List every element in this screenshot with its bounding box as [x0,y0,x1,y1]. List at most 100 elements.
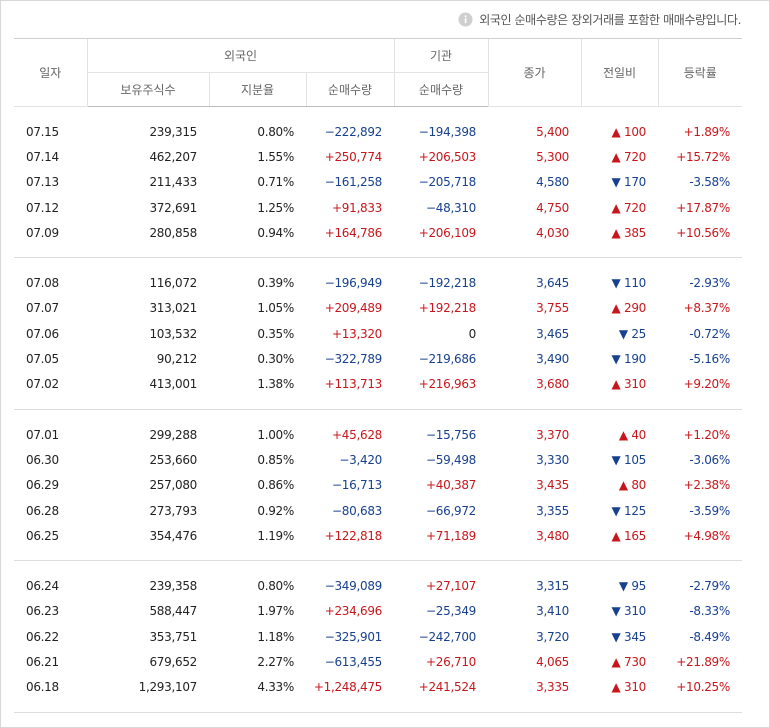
cell: -3.06% [689,452,730,467]
cell: −15,756 [426,427,476,442]
cell: +206,109 [418,225,477,240]
spacer-cell [14,397,742,410]
cell: ▲ 720 [611,200,647,215]
table-header: 일자 외국인 기관 종가 전일비 등락률 보유주식수 지분율 순매수량 순매수량 [14,38,742,107]
cell: +241,524 [418,680,477,695]
cell: 1.25% [257,200,294,215]
spacer-cell [14,561,742,574]
cell: 257,080 [149,478,197,493]
data-row: 06.21 679,652 2.27% −613,455 +26,710 4,065 ▲ 7… [14,649,742,674]
cell: +26,710 [426,654,476,669]
row-group: 07.15 239,315 0.80% −222,892 −194,398 5,400 ▲ … [14,107,742,258]
cell: −161,258 [324,175,383,190]
spacer [14,700,742,713]
spacer [14,245,742,258]
cell: 3,335 [536,680,569,695]
cell: 0.80% [257,124,294,139]
cell: +40,387 [426,478,476,493]
spacer-cell [14,548,742,561]
cell: +1,248,475 [313,680,382,695]
spacer-cell [14,107,742,120]
cell: 2.27% [257,654,294,669]
cell: -2.79% [689,579,730,594]
cell: ▼ 105 [611,452,647,467]
cell: 0.86% [257,478,294,493]
data-row: 07.13 211,433 0.71% −161,258 −205,718 4,580 ▼ … [14,170,742,195]
spacer [14,107,742,120]
cell: +91,833 [332,200,382,215]
cell: −59,498 [426,452,476,467]
data-row: 07.15 239,315 0.80% −222,892 −194,398 5,400 ▲ … [14,119,742,144]
cell: 06.25 [26,528,59,543]
notice: 외국인 순매수량은 장외거래를 포함한 매매수량입니다. [458,10,741,28]
cell: −16,713 [332,478,382,493]
cell: ▲ 40 [618,427,646,442]
cell: ▼ 170 [611,175,647,190]
cell: 1.05% [257,301,294,316]
cell: +234,696 [324,604,383,619]
cell: 06.30 [26,452,59,467]
data-row: 07.12 372,691 1.25% +91,833 −48,310 4,750 ▲ 72… [14,195,742,220]
cell: +206,503 [418,149,477,164]
cell: −196,949 [324,276,383,291]
cell: 06.28 [26,503,59,518]
cell: 0 [468,326,477,341]
data-row: 07.14 462,207 1.55% +250,774 +206,503 5,300 ▲ … [14,144,742,169]
header-cell: 등락률 [657,38,742,107]
data-row: 06.18 1,293,107 4.33% +1,248,475 +241,524 3,3… [14,675,742,700]
cell: 0.80% [257,579,294,594]
cell: +71,189 [426,528,476,543]
cell: ▲ 310 [611,680,647,695]
cell: 4.33% [257,680,294,695]
cell: 1.19% [257,528,294,543]
cell: 1.38% [257,377,294,392]
cell: −66,972 [426,503,476,518]
spacer [14,561,742,574]
cell: 679,652 [149,654,197,669]
data-row: 06.22 353,751 1.18% −325,901 −242,700 3,720 ▼ … [14,624,742,649]
cell: +15.72% [676,149,730,164]
cell: +113,713 [324,377,383,392]
cell: 07.13 [26,175,59,190]
cell: 0.92% [257,503,294,518]
cell: 1.55% [257,149,294,164]
data-row: 06.24 239,358 0.80% −349,089 +27,107 3,315 ▼ 9… [14,573,742,598]
cell: 116,072 [149,276,197,291]
cell: +10.25% [676,680,730,695]
data-row: 07.08 116,072 0.39% −196,949 −192,218 3,645 ▼ … [14,270,742,295]
cell: +2.38% [683,478,731,493]
cell: -2.93% [689,276,730,291]
cell: −219,686 [418,352,477,367]
cell: ▼ 190 [611,352,647,367]
cell: +4.98% [683,528,731,543]
header-cell: 기관 [393,38,488,73]
header-cell: 외국인 [86,38,394,73]
cell: 1.00% [257,427,294,442]
cell: 354,476 [149,528,197,543]
spacer-cell [14,700,742,713]
header-cell: 지분율 [208,72,306,107]
cell: 4,065 [536,654,569,669]
cell: +192,218 [418,301,477,316]
cell: ▲ 100 [611,124,647,139]
cell: ▲ 385 [611,225,647,240]
cell: 3,330 [536,452,569,467]
cell: -0.72% [689,326,730,341]
cell: 3,315 [536,579,569,594]
cell: 413,001 [149,377,197,392]
cell: 3,720 [536,629,569,644]
cell: 3,645 [536,276,569,291]
spacer-cell [14,258,742,271]
cell: 06.23 [26,604,59,619]
header-cell: 보유주식수 [86,72,209,107]
cell: +27,107 [426,579,476,594]
cell: 3,755 [536,301,569,316]
spacer-cell [14,245,742,258]
cell: 3,370 [536,427,569,442]
data-row: 07.09 280,858 0.94% +164,786 +206,109 4,030 ▲ … [14,220,742,245]
data-row: 06.30 253,660 0.85% −3,420 −59,498 3,330 ▼ 105… [14,447,742,472]
cell: 07.02 [26,377,59,392]
cell: 5,400 [536,124,569,139]
cell: 239,358 [149,579,197,594]
